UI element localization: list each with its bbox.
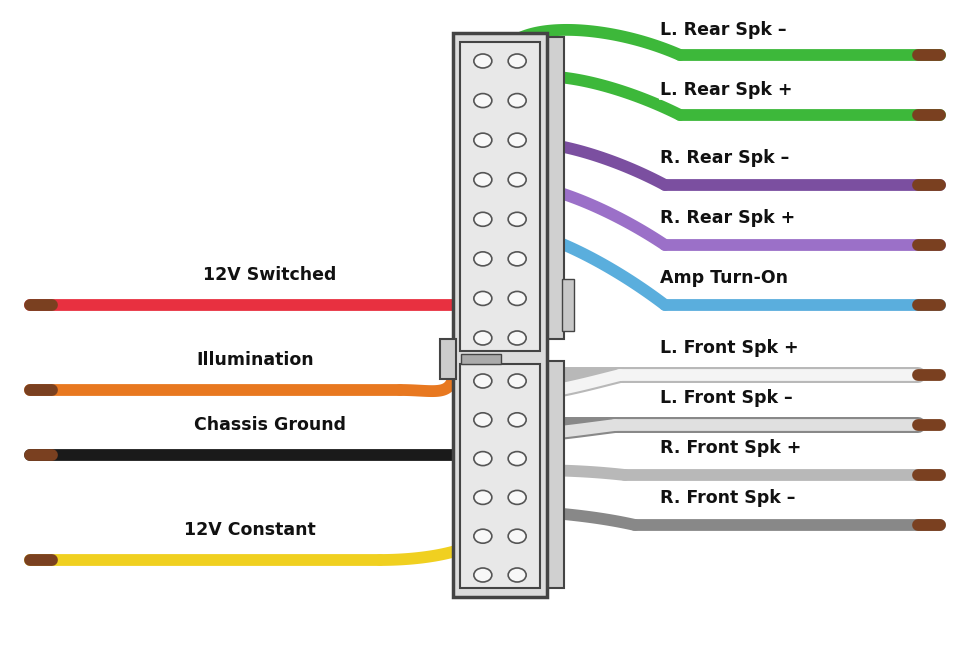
Ellipse shape bbox=[508, 490, 526, 504]
FancyBboxPatch shape bbox=[543, 37, 564, 339]
FancyBboxPatch shape bbox=[460, 354, 500, 364]
Ellipse shape bbox=[508, 173, 526, 187]
Text: Chassis Ground: Chassis Ground bbox=[193, 416, 346, 434]
Text: R. Front Spk +: R. Front Spk + bbox=[659, 439, 800, 457]
Ellipse shape bbox=[508, 452, 526, 465]
Ellipse shape bbox=[473, 490, 491, 504]
Ellipse shape bbox=[508, 213, 526, 226]
Text: R. Front Spk –: R. Front Spk – bbox=[659, 489, 794, 507]
Text: 12V Constant: 12V Constant bbox=[184, 521, 316, 539]
Ellipse shape bbox=[473, 94, 491, 107]
Ellipse shape bbox=[473, 133, 491, 147]
Ellipse shape bbox=[508, 568, 526, 582]
Ellipse shape bbox=[473, 173, 491, 187]
Text: 12V Switched: 12V Switched bbox=[203, 266, 336, 284]
Text: Illumination: Illumination bbox=[196, 351, 314, 369]
Ellipse shape bbox=[473, 213, 491, 226]
Text: L. Front Spk +: L. Front Spk + bbox=[659, 339, 798, 357]
Text: R. Rear Spk +: R. Rear Spk + bbox=[659, 209, 794, 227]
Ellipse shape bbox=[508, 54, 526, 68]
Ellipse shape bbox=[473, 291, 491, 305]
Text: L. Front Spk –: L. Front Spk – bbox=[659, 389, 791, 407]
Text: Amp Turn-On: Amp Turn-On bbox=[659, 269, 787, 287]
Ellipse shape bbox=[473, 568, 491, 582]
Text: L. Rear Spk +: L. Rear Spk + bbox=[659, 81, 791, 99]
Ellipse shape bbox=[473, 374, 491, 388]
Ellipse shape bbox=[473, 529, 491, 543]
FancyBboxPatch shape bbox=[543, 361, 564, 588]
Ellipse shape bbox=[473, 331, 491, 345]
Text: L. Rear Spk –: L. Rear Spk – bbox=[659, 21, 786, 39]
Ellipse shape bbox=[473, 452, 491, 465]
FancyBboxPatch shape bbox=[459, 364, 539, 588]
FancyBboxPatch shape bbox=[452, 33, 546, 597]
Ellipse shape bbox=[508, 529, 526, 543]
Ellipse shape bbox=[508, 133, 526, 147]
Text: R. Rear Spk –: R. Rear Spk – bbox=[659, 149, 788, 167]
Ellipse shape bbox=[508, 331, 526, 345]
Ellipse shape bbox=[508, 374, 526, 388]
Ellipse shape bbox=[473, 413, 491, 427]
Ellipse shape bbox=[508, 94, 526, 107]
Ellipse shape bbox=[508, 413, 526, 427]
Ellipse shape bbox=[473, 252, 491, 266]
FancyBboxPatch shape bbox=[562, 279, 573, 331]
FancyBboxPatch shape bbox=[440, 339, 455, 379]
FancyBboxPatch shape bbox=[459, 42, 539, 351]
Ellipse shape bbox=[508, 252, 526, 266]
Ellipse shape bbox=[508, 291, 526, 305]
Ellipse shape bbox=[473, 54, 491, 68]
